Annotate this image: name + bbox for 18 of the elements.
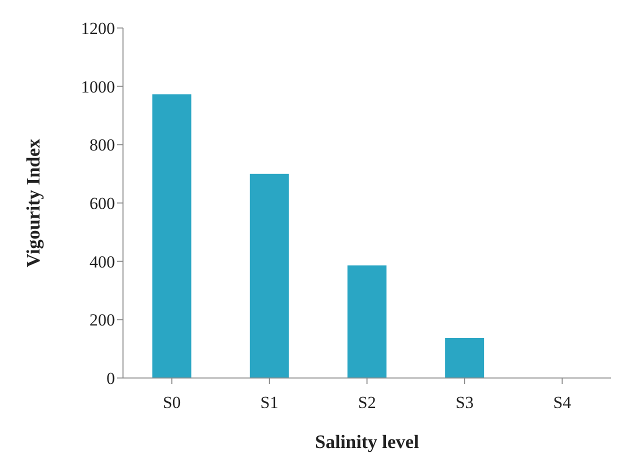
bar <box>152 94 192 378</box>
bar <box>250 174 289 378</box>
bar <box>445 338 484 378</box>
y-tick-label: 400 <box>90 252 115 272</box>
y-tick-label: 800 <box>90 136 115 155</box>
x-tick-label: S1 <box>260 393 278 412</box>
bar <box>347 265 386 378</box>
y-axis-title: Vigourity Index <box>24 138 45 268</box>
x-axis-title: Salinity level <box>315 432 419 453</box>
x-tick-label: S2 <box>358 393 376 412</box>
x-tick-label: S4 <box>553 393 572 412</box>
y-tick-label: 1000 <box>81 77 115 96</box>
x-tick-label: S3 <box>456 393 474 412</box>
y-tick-label: 0 <box>106 369 115 388</box>
y-tick-label: 200 <box>90 310 115 330</box>
y-tick-label: 1200 <box>81 19 115 38</box>
y-tick-label: 600 <box>90 194 115 214</box>
x-tick-label: S0 <box>162 393 181 412</box>
